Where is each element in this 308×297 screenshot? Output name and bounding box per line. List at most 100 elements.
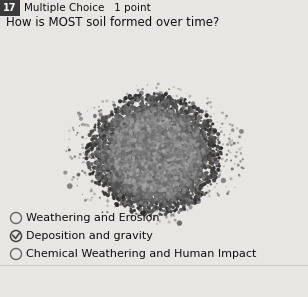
- Point: [125, 108, 130, 113]
- Point: [136, 121, 141, 125]
- Point: [173, 163, 178, 168]
- Point: [149, 150, 154, 155]
- Point: [141, 174, 146, 178]
- Point: [160, 185, 164, 190]
- Point: [160, 169, 165, 173]
- Point: [145, 83, 150, 87]
- Point: [148, 157, 153, 162]
- Point: [195, 179, 200, 184]
- Point: [115, 167, 120, 172]
- Point: [160, 114, 165, 119]
- Point: [147, 121, 152, 125]
- Point: [184, 181, 189, 185]
- Point: [152, 198, 157, 203]
- Point: [182, 178, 187, 182]
- Point: [114, 141, 119, 146]
- Point: [106, 170, 111, 175]
- Point: [157, 106, 162, 111]
- Point: [130, 133, 135, 138]
- Point: [130, 165, 135, 169]
- Point: [129, 185, 134, 190]
- Point: [141, 192, 146, 197]
- Point: [181, 152, 186, 157]
- Point: [107, 187, 112, 192]
- Point: [188, 134, 192, 139]
- Point: [135, 201, 140, 206]
- Point: [156, 150, 160, 155]
- Point: [154, 132, 159, 137]
- Point: [117, 175, 122, 179]
- Point: [147, 120, 152, 125]
- Point: [161, 103, 166, 108]
- Point: [178, 164, 183, 169]
- Point: [147, 189, 152, 194]
- Point: [128, 131, 133, 136]
- Point: [139, 137, 144, 141]
- Point: [199, 148, 204, 153]
- Point: [125, 142, 130, 146]
- Point: [194, 147, 199, 152]
- Point: [134, 175, 139, 179]
- Point: [112, 153, 117, 157]
- Point: [149, 170, 154, 175]
- Point: [176, 173, 181, 178]
- Point: [112, 175, 117, 180]
- Point: [126, 182, 131, 187]
- Point: [174, 144, 179, 149]
- Point: [205, 119, 210, 123]
- Point: [144, 187, 149, 192]
- Point: [132, 151, 137, 156]
- Point: [137, 147, 142, 151]
- Point: [155, 198, 160, 203]
- Point: [177, 161, 182, 166]
- Point: [168, 154, 173, 158]
- Point: [192, 147, 197, 152]
- Point: [156, 144, 160, 148]
- Point: [184, 173, 188, 178]
- Point: [186, 145, 191, 149]
- Point: [117, 109, 122, 114]
- Point: [127, 152, 132, 157]
- Point: [143, 203, 148, 207]
- Point: [180, 155, 184, 160]
- Point: [153, 175, 158, 180]
- Point: [174, 182, 179, 187]
- Point: [208, 119, 213, 123]
- Point: [195, 157, 200, 162]
- Point: [167, 161, 172, 166]
- Point: [186, 139, 191, 143]
- Point: [144, 155, 149, 160]
- Point: [138, 136, 143, 141]
- Point: [142, 153, 147, 157]
- Point: [181, 148, 186, 153]
- Point: [116, 145, 121, 150]
- Point: [197, 141, 202, 146]
- Point: [169, 174, 174, 178]
- Point: [114, 113, 119, 117]
- Point: [205, 125, 210, 129]
- Point: [152, 162, 157, 167]
- Point: [188, 160, 192, 165]
- Point: [114, 172, 119, 176]
- Point: [195, 159, 200, 164]
- Point: [113, 163, 118, 168]
- Point: [205, 123, 210, 128]
- Point: [196, 178, 201, 182]
- Point: [128, 129, 133, 134]
- Point: [163, 163, 168, 168]
- Point: [190, 154, 195, 159]
- Point: [122, 157, 127, 162]
- Point: [161, 173, 166, 177]
- Point: [145, 142, 150, 146]
- Point: [80, 169, 85, 173]
- Point: [100, 159, 105, 164]
- Point: [162, 120, 167, 125]
- Point: [130, 152, 135, 157]
- Point: [161, 123, 166, 128]
- Point: [134, 128, 139, 133]
- Point: [176, 172, 181, 177]
- Point: [159, 190, 164, 195]
- Point: [187, 117, 192, 122]
- Point: [179, 182, 184, 187]
- Point: [122, 153, 127, 158]
